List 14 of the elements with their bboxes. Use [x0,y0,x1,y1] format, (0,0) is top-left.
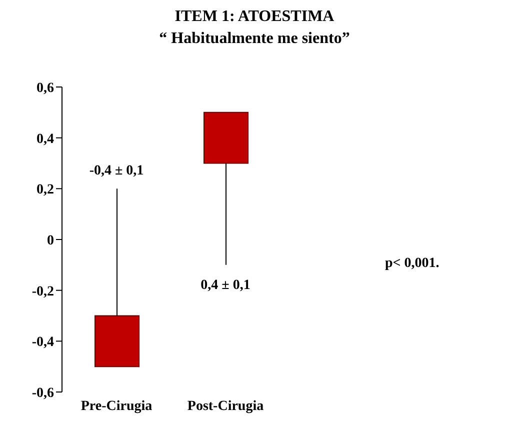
text: p< 0,001. [385,256,440,272]
x-tick-label: Pre-Cirugia [80,398,152,414]
y-tick-label: -0,2 [32,284,54,300]
y-tick-label: 0,2 [36,182,54,198]
annotation: -0,4 ± 0,1 [89,164,144,179]
x-tick-label: Post-Cirugia [187,398,264,414]
chart-title: ITEM 1: ATOESTIMA [174,7,336,27]
annotation: 0,4 ± 0,1 [200,278,250,293]
y-tick-label: -0,6 [32,386,54,401]
y-tick-label: 0,6 [36,80,54,96]
y-tick-label: 0,4 [36,132,54,147]
chart-subtitle: “ Habitualmente me siento” [158,29,351,49]
y-tick-label: 0 [47,233,54,248]
y-tick-label: -0,4 [32,335,54,350]
